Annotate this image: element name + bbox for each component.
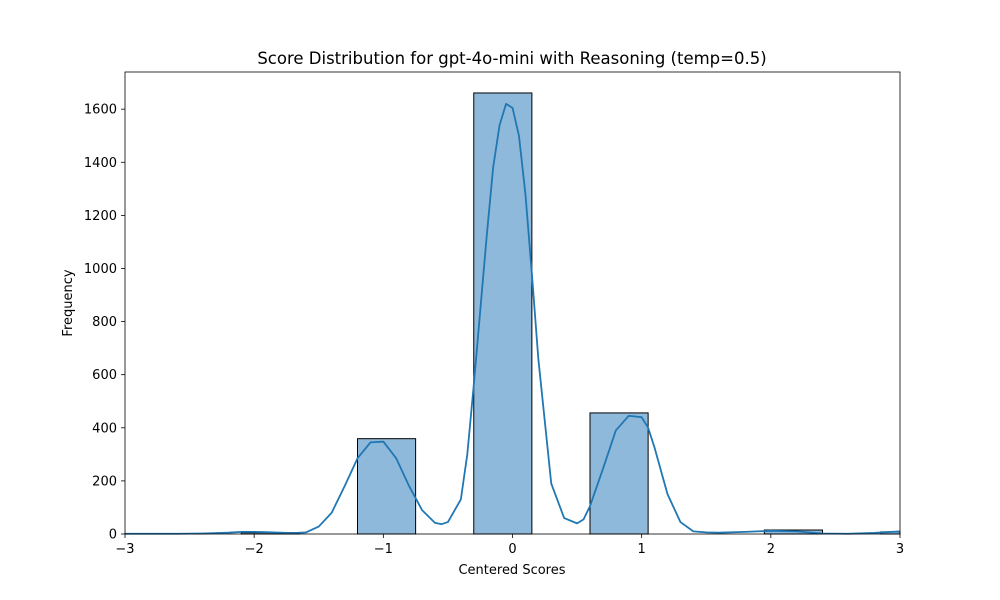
- x-axis-label: Centered Scores: [458, 563, 565, 578]
- y-tick-label: 1200: [84, 209, 117, 224]
- x-axis-ticks: −3 −2 −1 0 1 2 3: [115, 534, 904, 557]
- y-tick-label: 800: [92, 315, 117, 330]
- y-tick-label: 600: [92, 368, 117, 383]
- kde-line: [125, 102, 901, 535]
- x-tick-label: 1: [638, 542, 646, 557]
- histogram-bar: [473, 92, 533, 535]
- y-tick-label: 200: [92, 474, 117, 489]
- x-tick-label: −2: [245, 542, 264, 557]
- bars-group: [124, 92, 901, 535]
- y-tick-label: 1000: [84, 262, 117, 277]
- x-tick-label: −3: [115, 542, 134, 557]
- y-tick-label: 1400: [84, 156, 117, 171]
- y-axis-label: Frequency: [61, 269, 76, 336]
- y-axis-ticks: 0 200 400 600 800 1000 1200 1400 1600: [84, 103, 125, 543]
- x-tick-label: 3: [896, 542, 904, 557]
- histogram-bar: [589, 412, 649, 535]
- x-tick-label: −1: [374, 542, 393, 557]
- y-tick-label: 400: [92, 421, 117, 436]
- y-tick-label: 0: [109, 528, 117, 543]
- chart-title: Score Distribution for gpt-4o-mini with …: [257, 49, 766, 68]
- x-tick-label: 0: [508, 542, 516, 557]
- x-tick-label: 2: [767, 542, 775, 557]
- histogram-bar: [357, 438, 417, 535]
- y-tick-label: 1600: [84, 103, 117, 118]
